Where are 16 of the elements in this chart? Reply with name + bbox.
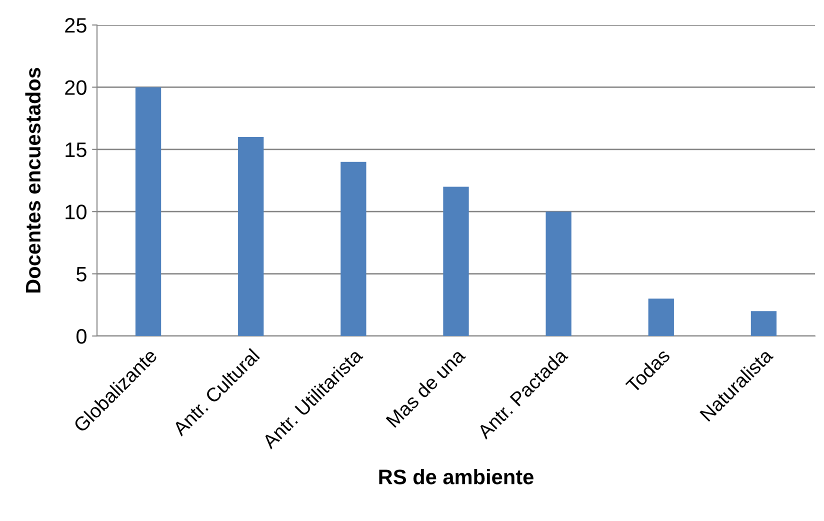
x-tick-label: Mas de una: [385, 347, 466, 428]
y-tick-label: 20: [65, 80, 86, 95]
y-tick-label: 25: [65, 18, 86, 33]
y-tick-label: 15: [66, 142, 86, 158]
bar: [135, 87, 162, 336]
x-axis-title: RS de ambiente: [379, 469, 534, 484]
bar: [238, 136, 264, 336]
y-tick-label: 5: [76, 267, 86, 282]
bar: [546, 212, 572, 336]
bar: [340, 162, 366, 336]
y-tick-label: 0: [76, 329, 86, 344]
y-axis-title: Docentes encuestados: [25, 68, 41, 293]
bar: [648, 298, 674, 336]
bar: [750, 311, 777, 336]
y-tick-label: 10: [66, 204, 86, 220]
bar: [443, 186, 469, 336]
